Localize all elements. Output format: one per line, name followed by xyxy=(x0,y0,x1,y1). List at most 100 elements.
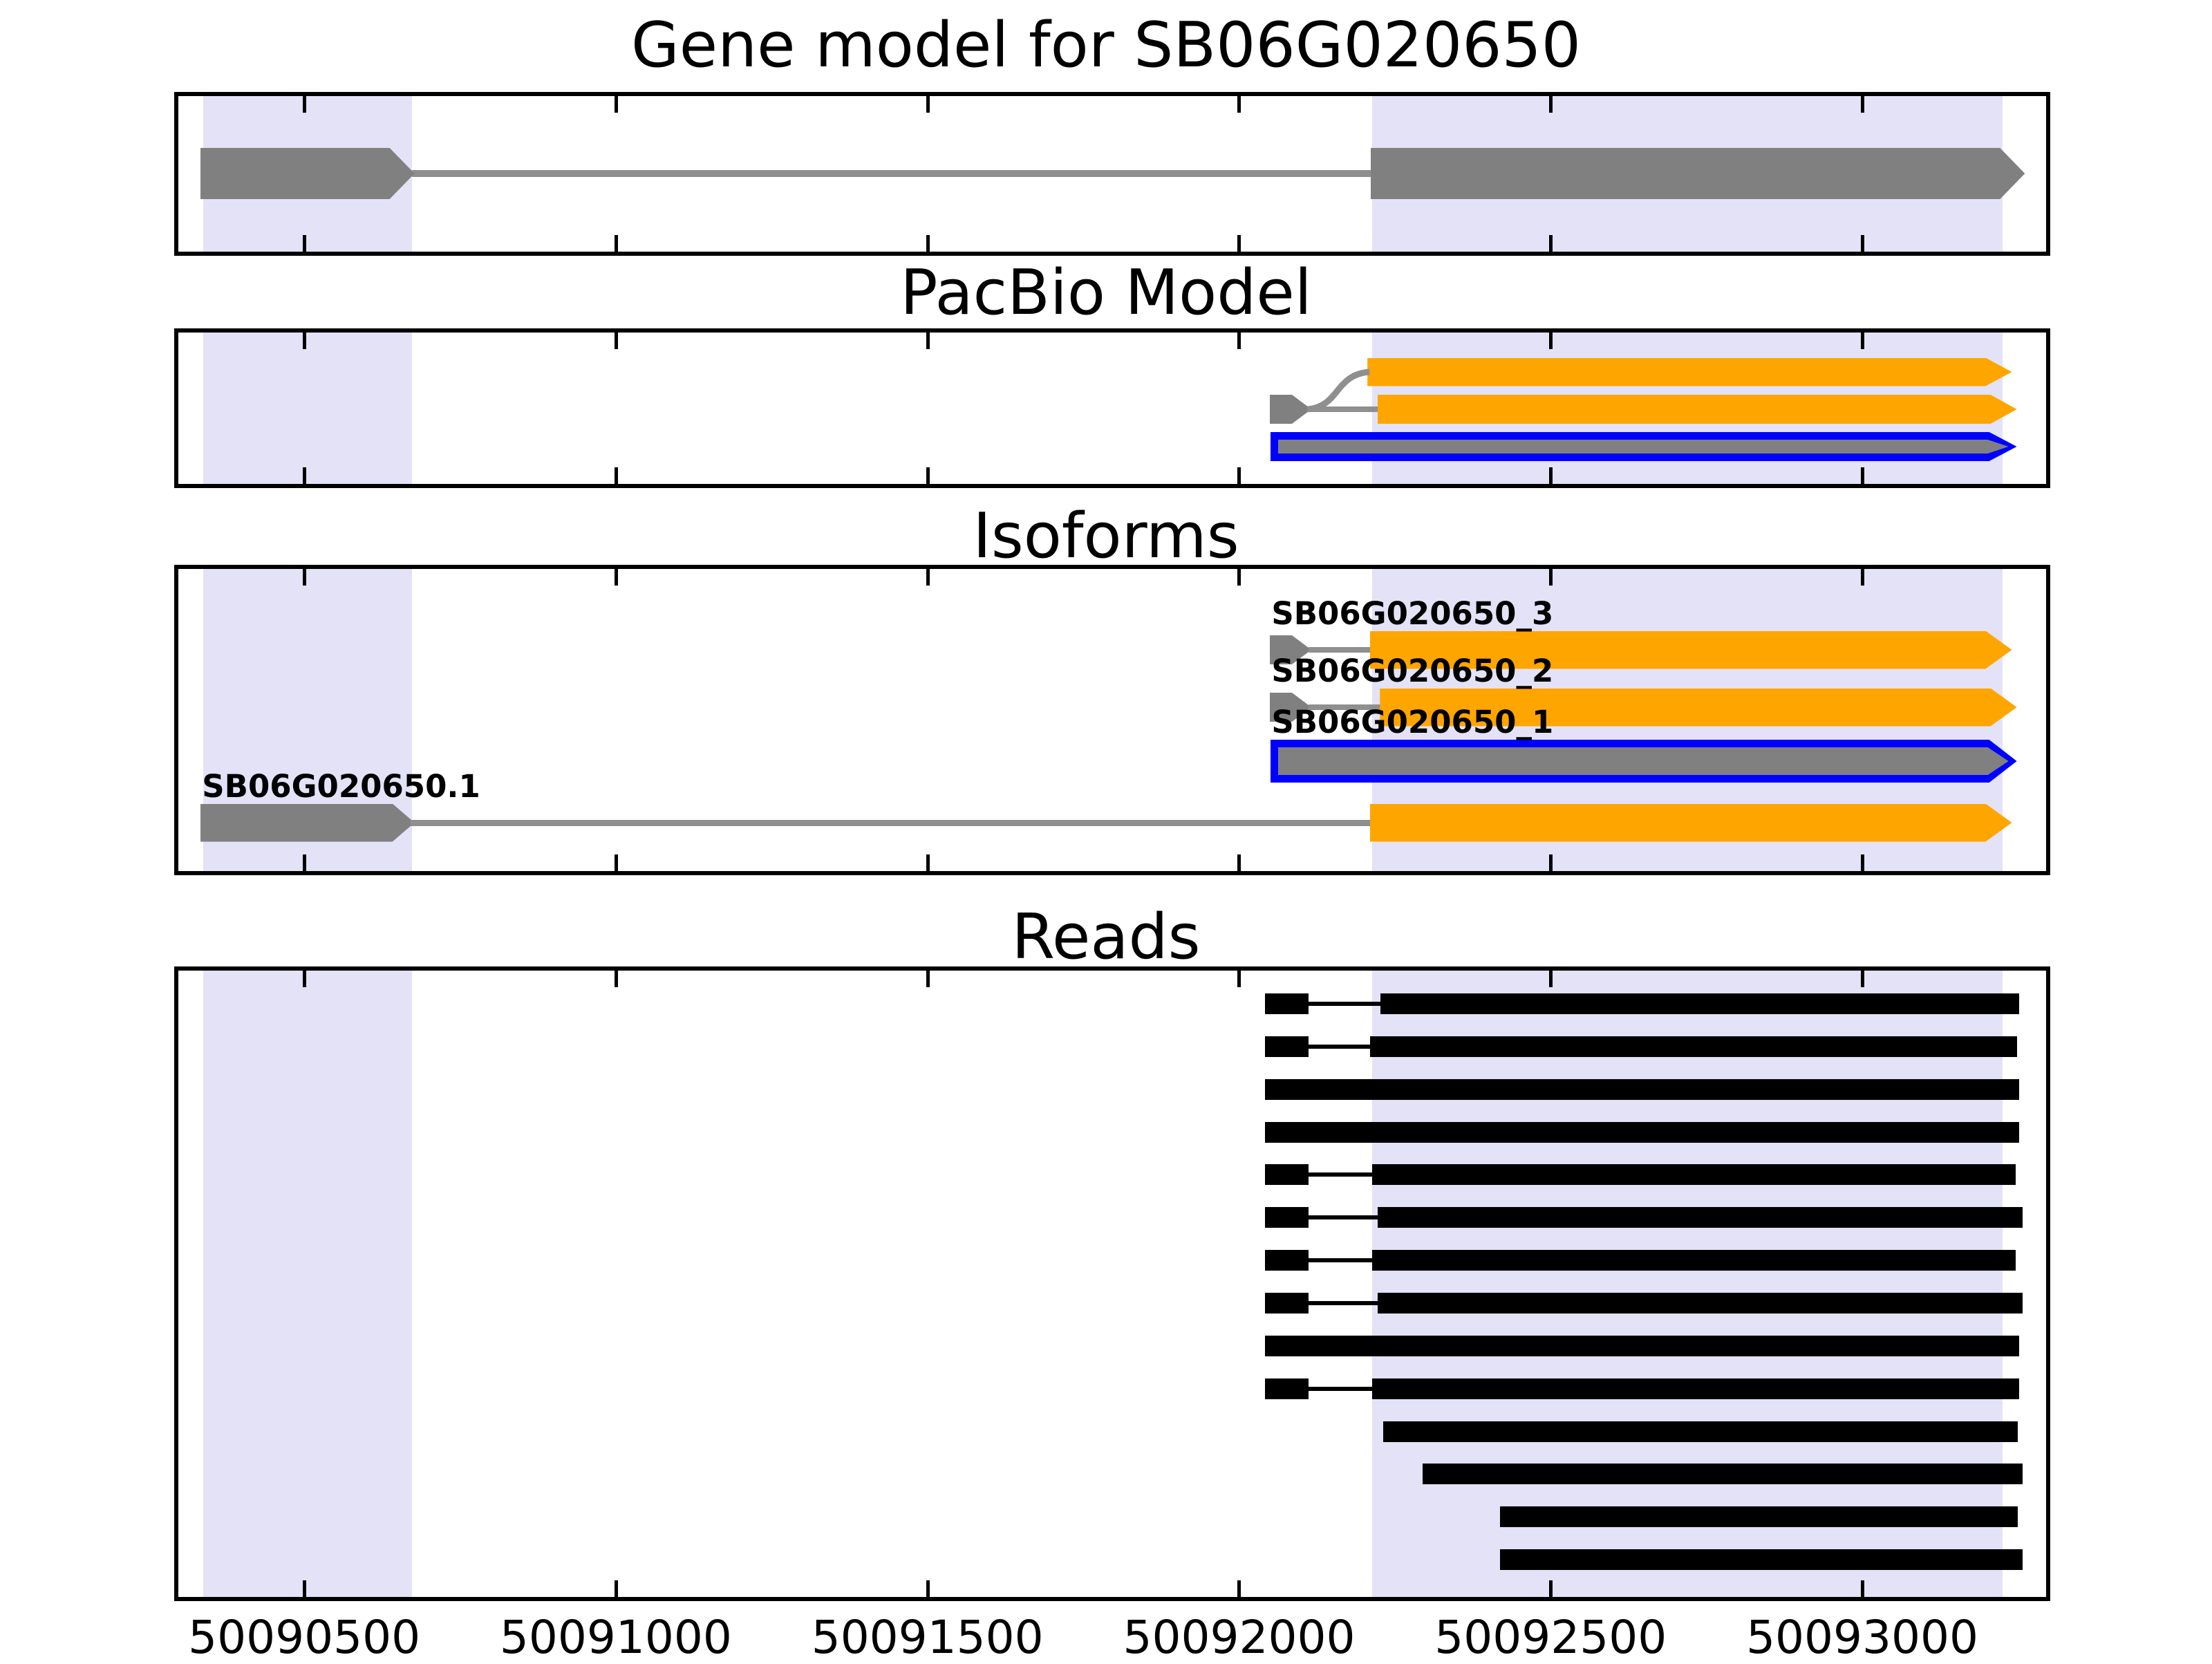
axis-tick xyxy=(926,467,930,484)
axis-tick xyxy=(614,854,618,871)
reads-track-title: Reads xyxy=(1011,901,1201,973)
axis-tick xyxy=(1861,235,1865,252)
intron-connector-line xyxy=(1309,704,1383,710)
read-exon xyxy=(1265,1378,1309,1399)
x-tick-label: 50091000 xyxy=(499,1611,732,1664)
isoform-label: SB06G020650.1 xyxy=(202,767,480,805)
read-connector xyxy=(1307,1172,1374,1177)
axis-tick xyxy=(303,854,307,871)
isoform-label: SB06G020650_1 xyxy=(1271,704,1554,740)
read-connector xyxy=(1307,1045,1371,1049)
axis-tick xyxy=(1861,1580,1865,1597)
axis-tick xyxy=(303,569,307,586)
read-exon xyxy=(1265,1036,1309,1057)
axis-tick xyxy=(1549,333,1553,349)
read-exon xyxy=(1265,1293,1309,1314)
read-connector xyxy=(1307,1301,1379,1305)
intron-connector-line xyxy=(1309,406,1380,412)
axis-tick xyxy=(1237,333,1241,349)
isoform-exon-bar xyxy=(1380,689,2016,727)
axis-tick xyxy=(303,96,307,113)
highlight-band xyxy=(203,971,413,1597)
axis-tick xyxy=(1861,96,1865,113)
isoform-exon-bar xyxy=(1370,804,2012,842)
isoform-label: SB06G020650_2 xyxy=(1271,652,1554,689)
x-tick-label: 50091500 xyxy=(811,1611,1044,1664)
read-bar xyxy=(1265,1122,2020,1143)
axis-tick xyxy=(1549,1580,1553,1597)
read-exon xyxy=(1265,993,1309,1014)
axis-tick xyxy=(614,467,618,484)
selected-isoform-fill xyxy=(1278,440,2009,454)
axis-tick xyxy=(1861,467,1865,484)
gene-model-exon xyxy=(1371,148,2025,199)
axis-tick xyxy=(303,1580,307,1597)
axis-tick xyxy=(926,854,930,871)
axis-tick xyxy=(1237,569,1241,586)
axis-tick xyxy=(614,971,618,987)
read-connector xyxy=(1307,1387,1374,1391)
read-connector xyxy=(1307,1215,1379,1219)
read-exon xyxy=(1265,1250,1309,1271)
isoform-exon-bar xyxy=(1367,358,2012,386)
read-bar xyxy=(1377,1207,2023,1228)
read-bar xyxy=(1380,993,2020,1014)
axis-tick xyxy=(1549,854,1553,871)
x-tick-label: 50092500 xyxy=(1434,1611,1667,1664)
read-connector xyxy=(1307,1002,1382,1006)
axis-tick xyxy=(1237,854,1241,871)
axis-tick xyxy=(1861,569,1865,586)
isoforms-track-title: Isoforms xyxy=(973,500,1239,572)
read-bar xyxy=(1500,1549,2023,1570)
axis-tick xyxy=(1861,333,1865,349)
axis-tick xyxy=(614,96,618,113)
axis-tick xyxy=(1237,467,1241,484)
axis-tick xyxy=(303,971,307,987)
read-bar xyxy=(1372,1378,2020,1399)
read-bar xyxy=(1372,1164,2016,1185)
axis-tick xyxy=(1549,235,1553,252)
axis-tick xyxy=(1237,96,1241,113)
read-exon xyxy=(1265,1207,1309,1228)
pacbio-track-title: PacBio Model xyxy=(900,256,1312,329)
x-tick-label: 50090500 xyxy=(188,1611,421,1664)
read-connector xyxy=(1307,1258,1374,1262)
read-bar xyxy=(1265,1079,2020,1100)
read-bar xyxy=(1377,1293,2023,1314)
isoform-exon-bar xyxy=(1378,395,2017,424)
axis-tick xyxy=(614,333,618,349)
read-bar xyxy=(1265,1336,2020,1356)
axis-tick xyxy=(614,1580,618,1597)
axis-tick xyxy=(1549,96,1553,113)
axis-tick xyxy=(614,569,618,586)
axis-tick xyxy=(926,569,930,586)
axis-tick xyxy=(614,235,618,252)
intron-connector-line xyxy=(410,820,1373,826)
five-prime-exon xyxy=(200,804,415,842)
axis-tick xyxy=(1861,971,1865,987)
splice-curve xyxy=(1306,368,1370,413)
axis-tick xyxy=(1549,971,1553,987)
highlight-band xyxy=(1371,971,2003,1597)
read-bar xyxy=(1369,1036,2017,1057)
gene-model-exon xyxy=(200,148,415,199)
x-tick-label: 50093000 xyxy=(1746,1611,1978,1664)
axis-tick xyxy=(303,333,307,349)
read-bar xyxy=(1372,1250,2016,1271)
read-bar xyxy=(1382,1421,2018,1442)
axis-tick xyxy=(1237,971,1241,987)
five-prime-exon xyxy=(1270,395,1311,424)
x-tick-label: 50092000 xyxy=(1123,1611,1356,1664)
read-bar xyxy=(1423,1464,2023,1484)
axis-tick xyxy=(926,971,930,987)
axis-tick xyxy=(1549,569,1553,586)
figure-title: Gene model for SB06G020650 xyxy=(630,9,1582,82)
isoform-label: SB06G020650_3 xyxy=(1271,595,1554,632)
axis-tick xyxy=(926,333,930,349)
axis-tick xyxy=(1237,235,1241,252)
axis-tick xyxy=(926,235,930,252)
read-exon xyxy=(1265,1164,1309,1185)
axis-tick xyxy=(1237,1580,1241,1597)
intron-connector-line xyxy=(1309,647,1373,653)
